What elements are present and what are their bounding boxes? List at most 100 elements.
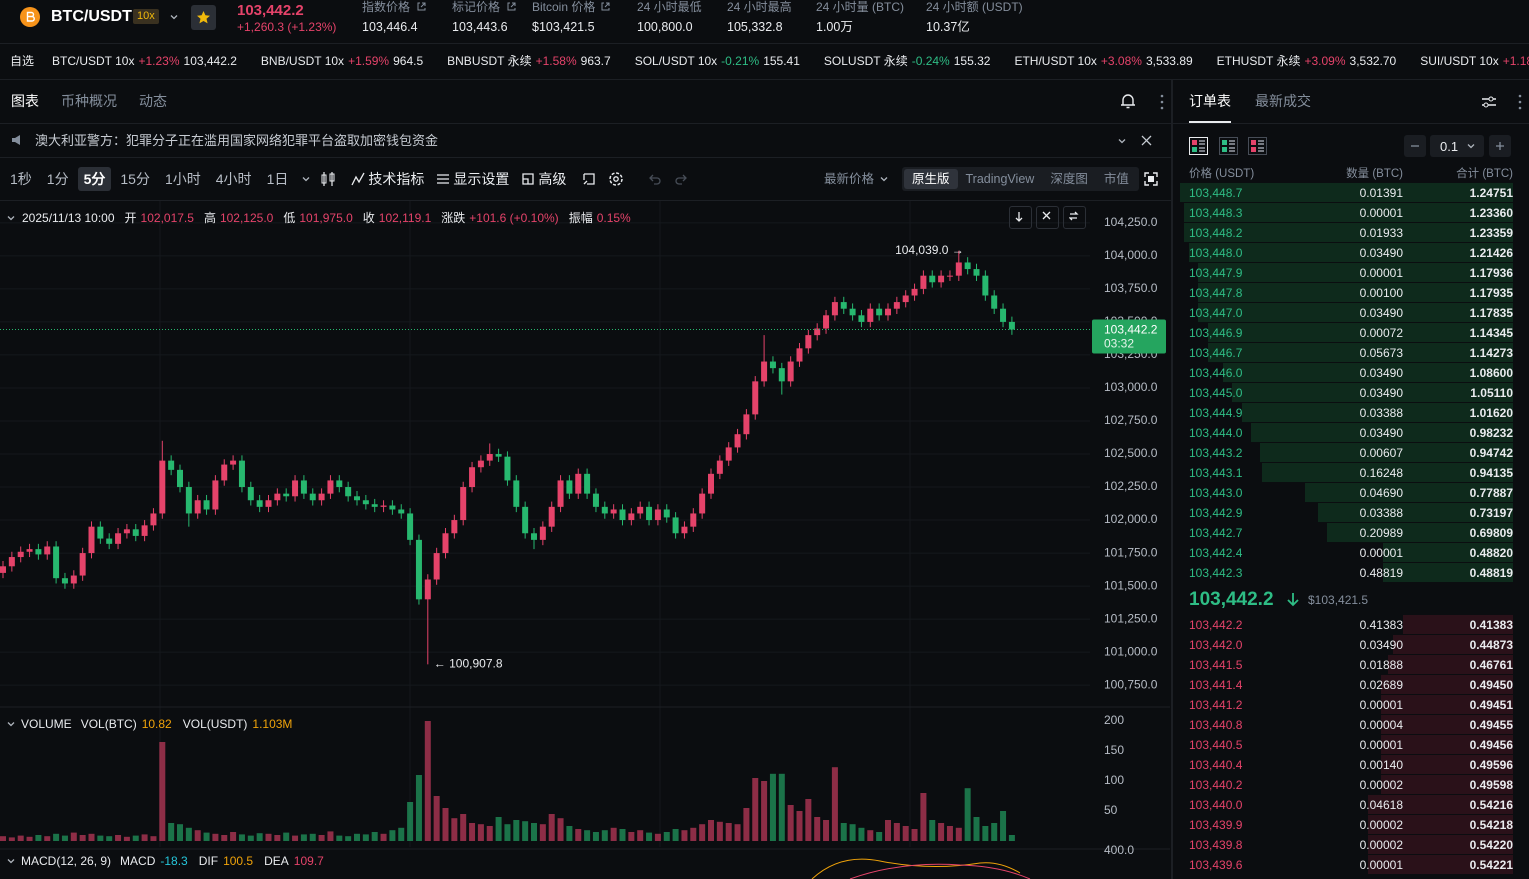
chart-button[interactable]	[1036, 206, 1059, 229]
interval[interactable]: 1小时	[164, 171, 201, 187]
tool-icon[interactable]	[436, 172, 450, 186]
ticker-item[interactable]: BNB/USDT 10x +1.59% 964.5	[261, 55, 423, 67]
ticker-item[interactable]: ETH/USDT 10x +3.08% 3,533.89	[1014, 55, 1192, 67]
interval[interactable]: 1秒	[10, 171, 32, 187]
chevron[interactable]	[879, 174, 889, 184]
more-icon[interactable]	[1159, 94, 1165, 110]
replay-icon[interactable]	[582, 172, 596, 186]
down-arrow[interactable]	[1287, 592, 1299, 607]
book-price[interactable]: 103,440.4	[1189, 758, 1243, 772]
price-type[interactable]: 最新价格	[824, 172, 875, 186]
fullscreen-icon[interactable]	[1144, 172, 1158, 186]
ticker-item[interactable]: ETHUSDT 永续 +3.09% 3,532.70	[1217, 55, 1397, 67]
symbol[interactable]: BTC/USDT	[51, 8, 132, 25]
chart-button[interactable]	[1009, 206, 1032, 229]
layout-button[interactable]	[1189, 137, 1208, 155]
book-price[interactable]: 103,439.6	[1189, 858, 1243, 872]
link-icon[interactable]	[416, 1, 427, 12]
book-price[interactable]: 103,440.8	[1189, 718, 1243, 732]
chevron[interactable]	[169, 12, 179, 22]
view[interactable]: 市值	[1103, 171, 1129, 186]
book-price[interactable]: 103,447.0	[1189, 306, 1243, 320]
ticker-item[interactable]: SOLUSDT 永续 -0.24% 155.32	[824, 55, 991, 67]
star[interactable]	[196, 10, 211, 25]
view[interactable]: 深度图	[1050, 171, 1088, 186]
tool-icon[interactable]	[521, 172, 535, 186]
tool[interactable]: 技术指标	[368, 171, 425, 187]
book-price[interactable]: 103,443.0	[1189, 486, 1243, 500]
book-price[interactable]: 103,448.2	[1189, 226, 1243, 240]
step-select[interactable]	[1430, 135, 1484, 157]
close-icon[interactable]	[1141, 135, 1152, 146]
chart-tab[interactable]: 图表	[11, 93, 39, 109]
link-icon[interactable]	[506, 1, 517, 12]
minus[interactable]	[1410, 141, 1420, 151]
book-price[interactable]: 103,442.3	[1189, 566, 1243, 580]
book-price[interactable]: 103,448.3	[1189, 206, 1243, 220]
book-price[interactable]: 103,448.7	[1189, 186, 1243, 200]
book-price[interactable]: 103,443.2	[1189, 446, 1243, 460]
ticker-item[interactable]: BNBUSDT 永续 +1.58% 963.7	[447, 55, 611, 67]
book-price[interactable]: 103,441.4	[1189, 678, 1243, 692]
chevron[interactable]	[1466, 141, 1476, 151]
tool[interactable]: 高级	[538, 171, 567, 187]
link-icon[interactable]	[600, 1, 611, 12]
filter-icon[interactable]	[1481, 95, 1497, 109]
redo-icon[interactable]	[674, 173, 688, 185]
book-price[interactable]: 103,442.4	[1189, 546, 1243, 560]
book-price[interactable]: 103,440.2	[1189, 778, 1243, 792]
interval[interactable]: 4小时	[215, 171, 252, 187]
speaker-icon[interactable]	[11, 134, 25, 146]
book-price[interactable]: 103,441.5	[1189, 658, 1243, 672]
book-price[interactable]: 103,445.0	[1189, 386, 1243, 400]
layout-button[interactable]	[1248, 137, 1267, 155]
ticker-item[interactable]: BTC/USDT 10x +1.23% 103,442.2	[52, 55, 237, 67]
settings-icon[interactable]	[608, 171, 624, 187]
plus[interactable]	[1495, 141, 1505, 151]
chart-tab[interactable]: 动态	[139, 93, 167, 109]
book-price[interactable]: 103,448.0	[1189, 246, 1243, 260]
book-price[interactable]: 103,446.0	[1189, 366, 1243, 380]
chevron[interactable]	[1117, 136, 1127, 146]
book-price[interactable]: 103,439.8	[1189, 838, 1243, 852]
tool-icon[interactable]	[351, 172, 365, 186]
book-price[interactable]: 103,443.1	[1189, 466, 1243, 480]
book-price[interactable]: 103,440.5	[1189, 738, 1243, 752]
interval[interactable]: 1分	[46, 171, 69, 187]
interval[interactable]: 15分	[120, 171, 150, 187]
book-price[interactable]: 103,442.0	[1189, 638, 1243, 652]
book-price[interactable]: 103,439.9	[1189, 818, 1243, 832]
tool[interactable]: 显示设置	[453, 171, 510, 187]
undo-icon[interactable]	[648, 173, 662, 185]
book-price[interactable]: 103,441.2	[1189, 698, 1243, 712]
book-price[interactable]: 103,446.7	[1189, 346, 1243, 360]
book-price[interactable]: 103,444.9	[1189, 406, 1243, 420]
book-price[interactable]: 103,444.0	[1189, 426, 1243, 440]
chevron[interactable]	[301, 174, 311, 184]
book-price[interactable]: 103,442.9	[1189, 506, 1243, 520]
ticker-item[interactable]: SUI/USDT 10x+1.18%	[1420, 55, 1529, 67]
chevron[interactable]	[6, 856, 16, 866]
interval[interactable]: 1日	[266, 171, 289, 187]
ticker-item[interactable]: SOL/USDT 10x -0.21% 155.41	[635, 55, 800, 67]
chart-tab[interactable]: 币种概况	[61, 93, 117, 109]
book-price[interactable]: 103,447.8	[1189, 286, 1243, 300]
book-price[interactable]: 103,447.9	[1189, 266, 1243, 280]
ticker-label[interactable]: 自选	[10, 55, 35, 67]
chart-button[interactable]	[1063, 206, 1086, 229]
view[interactable]: TradingView	[965, 171, 1035, 186]
chart-button-icon[interactable]	[1015, 211, 1025, 222]
chart-button-icon[interactable]	[1042, 211, 1052, 222]
candle-type[interactable]	[321, 171, 335, 187]
chevron[interactable]	[6, 719, 16, 729]
book-price[interactable]: 103,440.0	[1189, 798, 1243, 812]
notice[interactable]: 澳大利亚警方：犯罪分子正在滥用国家网络犯罪平台盗取加密钱包资金	[35, 133, 439, 148]
chevron[interactable]	[6, 213, 16, 223]
book-price[interactable]: 103,442.2	[1189, 618, 1243, 632]
layout-button[interactable]	[1219, 137, 1238, 155]
more-icon[interactable]	[1517, 94, 1523, 110]
book-price[interactable]: 103,442.7	[1189, 526, 1243, 540]
alert-icon[interactable]	[1119, 93, 1137, 109]
view[interactable]: 原生版	[904, 168, 958, 190]
chart-button-icon[interactable]	[1069, 211, 1079, 222]
